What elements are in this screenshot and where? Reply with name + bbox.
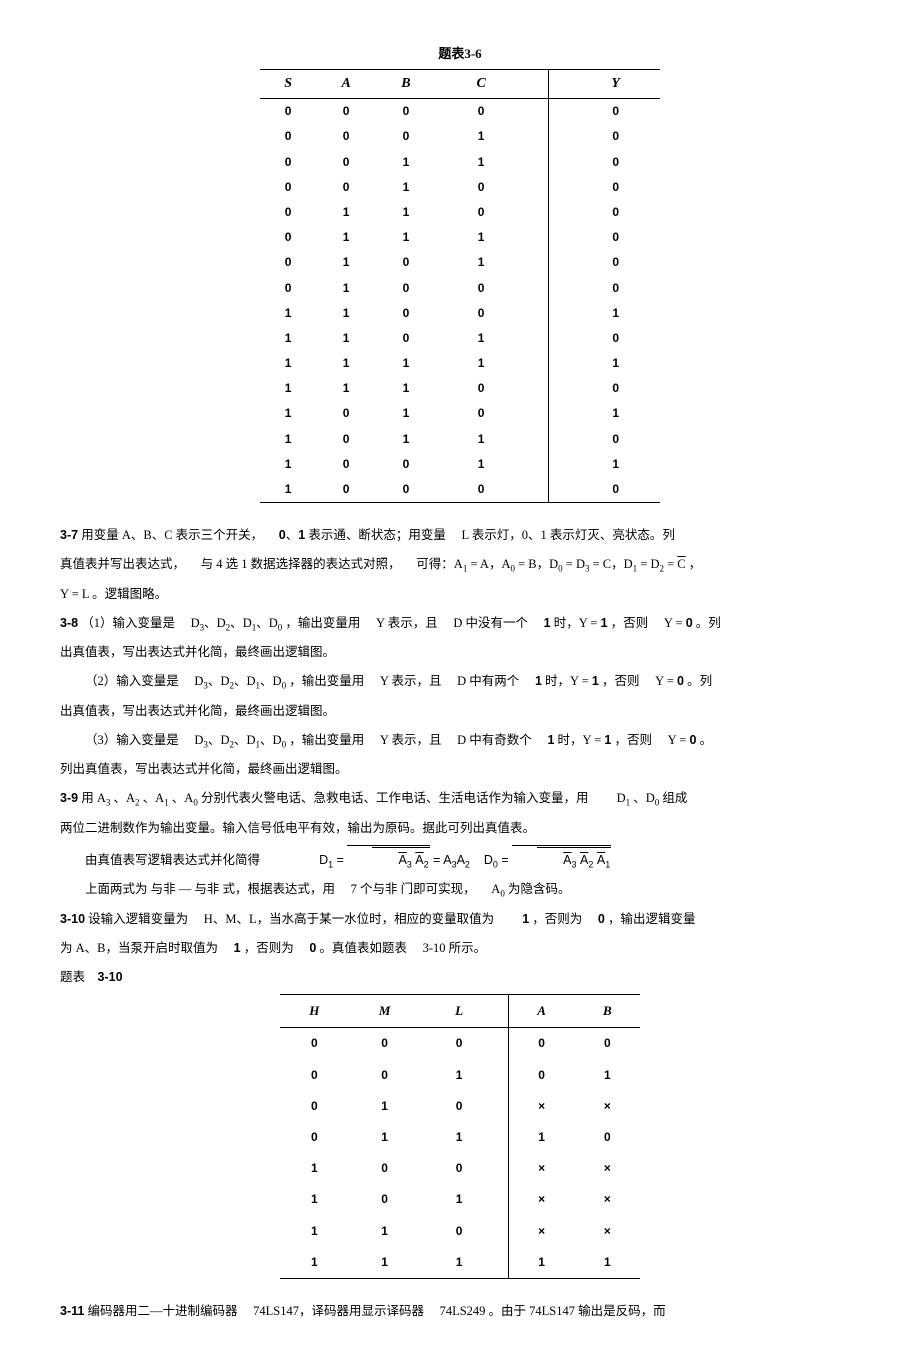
para-3-8-2b: 出真值表，写出表达式并化简，最终画出逻辑图。 <box>60 699 860 724</box>
table-header: L <box>421 994 509 1028</box>
table-row: 01110 <box>280 1122 640 1153</box>
table-row: 01100 <box>260 200 660 225</box>
table-row: 00101 <box>280 1060 640 1091</box>
table-header: C <box>436 69 549 98</box>
table-header: B <box>376 69 436 98</box>
para-3-7-line1: 3-7 用变量 A、B、C 表示三个开关， 0、1 表示通、断状态；用变量 L … <box>60 523 860 548</box>
para-3-9-line4: 上面两式为 与非 — 与非 式，根据表达式，用 7 个与非 门即可实现， A0 … <box>60 877 860 903</box>
table-row: 11001 <box>260 301 660 326</box>
table-row: 10101 <box>260 401 660 426</box>
table-row: 11111 <box>280 1247 640 1279</box>
table-row: 00110 <box>260 150 660 175</box>
table-row: 01000 <box>260 276 660 301</box>
table-row: 00000 <box>260 99 660 125</box>
para-3-7-line2: 真值表并写出表达式， 与 4 选 1 数据选择器的表达式对照， 可得：A1 = … <box>60 552 860 578</box>
para-3-9-line1: 3-9 用 A3 、A2 、A1 、A0 分别代表火警电话、急救电话、工作电话、… <box>60 786 860 812</box>
table-row: 00100 <box>260 175 660 200</box>
para-3-9-formula: 由真值表写逻辑表达式并化简得 D1 = A3 A2 = A3A2 D0 = A3… <box>60 845 860 874</box>
table-row: 00000 <box>280 1028 640 1060</box>
table-row: 10110 <box>260 427 660 452</box>
para-3-8-3b: 列出真值表，写出表达式并化简，最终画出逻辑图。 <box>60 757 860 782</box>
table-row: 110×× <box>280 1216 640 1247</box>
table-row: 010×× <box>280 1091 640 1122</box>
para-3-9-line2: 两位二进制数作为输出变量。输入信号低电平有效，输出为原码。据此可列出真值表。 <box>60 816 860 841</box>
para-3-8-3a: （3）输入变量是 D3、D2、D1、D0 ，输出变量用 Y 表示，且 D 中有奇… <box>60 728 860 754</box>
table-3-6: 题表3-6 SABCY 0000000010001100010001100011… <box>260 40 660 503</box>
table-header: H <box>280 994 349 1028</box>
para-3-11: 3-11 编码器用二—十进制编码器 74LS147，译码器用显示译码器 74LS… <box>60 1299 860 1324</box>
para-3-8-2a: （2）输入变量是 D3、D2、D1、D0 ，输出变量用 Y 表示，且 D 中有两… <box>60 669 860 695</box>
table-row: 11010 <box>260 326 660 351</box>
table-row: 00010 <box>260 124 660 149</box>
para-3-10-caption: 题表3-10 <box>60 965 860 990</box>
para-3-8-1b: 出真值表，写出表达式并化简，最终画出逻辑图。 <box>60 640 860 665</box>
table-3-6-caption: 题表3-6 <box>260 40 660 69</box>
label-3-9: 3-9 <box>60 791 78 805</box>
table-row: 01010 <box>260 250 660 275</box>
label-3-7: 3-7 <box>60 528 78 542</box>
para-3-10-line2: 为 A、B，当泵开启时取值为 1 ，否则为 0 。真值表如题表 3-10 所示。 <box>60 936 860 961</box>
table-row: 10011 <box>260 452 660 477</box>
table-header: Y <box>549 69 660 98</box>
table-row: 100×× <box>280 1153 640 1184</box>
table-row: 11111 <box>260 351 660 376</box>
table-row: 10000 <box>260 477 660 503</box>
table-header: A <box>508 994 574 1028</box>
table-3-6-wrap: 题表3-6 SABCY 0000000010001100010001100011… <box>60 40 860 503</box>
para-3-8-1a: 3-8 （1）输入变量是 D3、D2、D1、D0 ，输出变量用 Y 表示，且 D… <box>60 611 860 637</box>
label-3-11: 3-11 <box>60 1304 84 1318</box>
table-header: S <box>260 69 316 98</box>
table-3-10-header-row: HMLAB <box>280 994 640 1028</box>
para-3-7-line3: Y = L 。逻辑图略。 <box>60 582 860 607</box>
table-header: M <box>349 994 421 1028</box>
table-3-10-wrap: HMLAB 0000000101010××01110100××101××110×… <box>60 994 860 1279</box>
table-row: 01110 <box>260 225 660 250</box>
table-3-6-header-row: SABCY <box>260 69 660 98</box>
table-header: A <box>316 69 376 98</box>
table-header: B <box>575 994 640 1028</box>
para-3-10-line1: 3-10 设输入逻辑变量为 H、M、L，当水高于某一水位时，相应的变量取值为 1… <box>60 907 860 932</box>
label-3-8: 3-8 <box>60 616 78 630</box>
label-3-10: 3-10 <box>60 912 85 926</box>
table-3-10: HMLAB 0000000101010××01110100××101××110×… <box>280 994 640 1279</box>
table-row: 11100 <box>260 376 660 401</box>
table-row: 101×× <box>280 1184 640 1215</box>
